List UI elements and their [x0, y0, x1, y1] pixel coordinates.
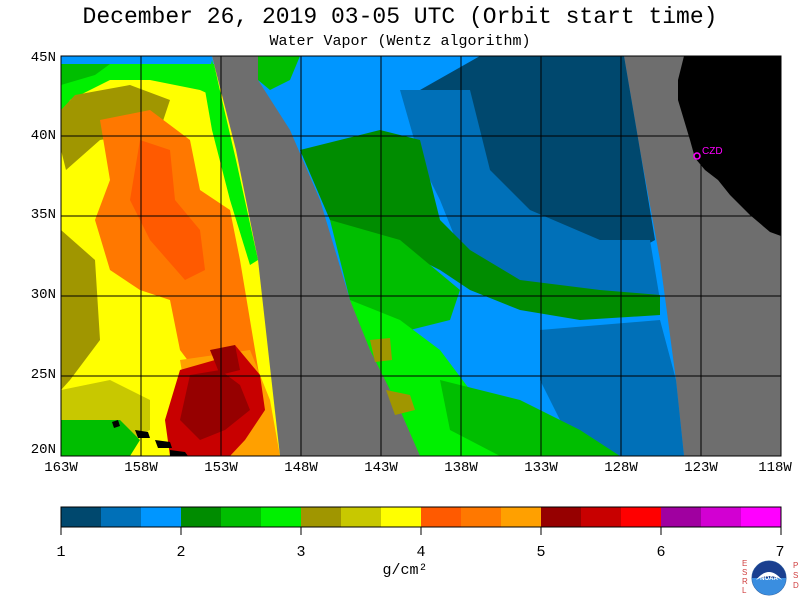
right-swath-olive-patch — [386, 390, 415, 415]
right-swath-north-green — [258, 56, 300, 90]
land-region — [678, 56, 781, 236]
island-4 — [170, 450, 188, 456]
colorbar-swatch — [741, 507, 782, 527]
plot-border — [60, 55, 782, 457]
lon-label-123w: 123W — [684, 460, 718, 476]
left-swath-olive-west — [61, 230, 100, 390]
right-swath-green-west — [330, 220, 460, 330]
colorbar — [60, 506, 782, 528]
left-swath-maroon — [180, 370, 250, 440]
noaa-emblem-bird — [756, 572, 782, 580]
lon-label-148w: 148W — [284, 460, 318, 476]
lon-label-133w: 133W — [524, 460, 558, 476]
right-swath-lime — [350, 300, 600, 456]
site-marker — [693, 152, 701, 160]
lon-label-118w: 118W — [758, 460, 792, 476]
colorbar-swatch — [181, 507, 222, 527]
island-1 — [112, 420, 120, 428]
left-swath-green-south — [61, 420, 140, 456]
colorbar-swatch — [461, 507, 502, 527]
colorbar-swatch — [701, 507, 742, 527]
page-title: December 26, 2019 03-05 UTC (Orbit start… — [82, 4, 718, 30]
colorbar-swatch — [501, 507, 542, 527]
right-swath-navy — [420, 56, 655, 260]
colorbar-label-1: 1 — [56, 544, 66, 561]
colorbar-label-2: 2 — [176, 544, 186, 561]
lat-label-25n: 25N — [30, 367, 56, 383]
colorbar-swatch — [381, 507, 422, 527]
lon-label-153w: 153W — [204, 460, 238, 476]
left-swath-darkgreen — [61, 64, 110, 85]
colorbar-swatch — [141, 507, 182, 527]
noaa-emblem-sea — [752, 578, 786, 595]
right-swath-green-band — [300, 130, 660, 320]
colorbar-swatch — [661, 507, 702, 527]
colorbar-swatch — [421, 507, 462, 527]
colorbar-label-6: 6 — [656, 544, 666, 561]
lon-label-158w: 158W — [124, 460, 158, 476]
lon-label-143w: 143W — [364, 460, 398, 476]
site-label: CZD — [702, 146, 723, 157]
left-swath-green — [61, 64, 222, 120]
colorbar-swatch — [541, 507, 582, 527]
noaa-emblem-text: NOAA — [760, 576, 778, 582]
right-swath-midgreen-south — [440, 380, 620, 456]
lat-label-35n: 35N — [30, 207, 56, 223]
colorbar-label-7: 7 — [775, 544, 785, 561]
colorbar-swatch — [61, 507, 102, 527]
colorbar-swatch — [341, 507, 382, 527]
colorbar-swatch — [101, 507, 142, 527]
colorbar-label-3: 3 — [296, 544, 306, 561]
lon-label-138w: 138W — [444, 460, 478, 476]
colorbar-unit: g/cm² — [382, 562, 428, 579]
lat-label-40n: 40N — [30, 128, 56, 144]
colorbar-swatch — [221, 507, 262, 527]
lon-label-163w: 163W — [44, 460, 78, 476]
page-subtitle: Water Vapor (Wentz algorithm) — [269, 33, 531, 50]
left-swath-maroon-upper — [210, 345, 240, 375]
left-swath-blue-edge — [61, 56, 214, 64]
right-swath-medblue-south — [540, 320, 684, 456]
noaa-emblem-sky — [752, 561, 786, 578]
lat-label-45n: 45N — [30, 50, 56, 66]
lon-label-128w: 128W — [604, 460, 638, 476]
island-2 — [135, 430, 150, 438]
lat-label-20n: 20N — [30, 442, 56, 458]
colorbar-swatch — [581, 507, 622, 527]
colorbar-swatch — [621, 507, 662, 527]
colorbar-label-4: 4 — [416, 544, 426, 561]
colorbar-swatch — [301, 507, 342, 527]
left-swath-redorange — [130, 140, 205, 280]
island-3 — [155, 440, 172, 448]
lat-label-30n: 30N — [30, 287, 56, 303]
colorbar-swatch — [261, 507, 302, 527]
map-grid — [61, 56, 781, 456]
colorbar-label-5: 5 — [536, 544, 546, 561]
left-swath-green-edge — [205, 60, 258, 265]
colorbar-ticks — [60, 527, 782, 535]
